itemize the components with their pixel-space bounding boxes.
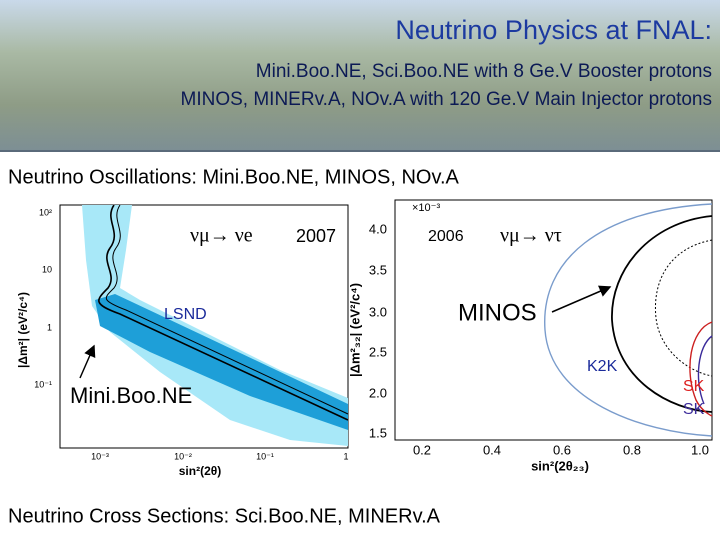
scale-label: ×10⁻³ [412, 202, 440, 214]
contour [611, 215, 713, 413]
tick-label: 3.0 [369, 304, 387, 319]
tick-label: 0.6 [553, 442, 571, 457]
annotation: SK [683, 401, 705, 418]
axis-label: sin²(2θ₂₃) [531, 458, 589, 473]
tick-label: 2.5 [369, 344, 387, 359]
axis-label: |Δm²| (eV²/c⁴) [16, 292, 30, 368]
contour [544, 203, 713, 437]
tick-label: 4.0 [369, 221, 387, 236]
tick-label: 1.0 [691, 442, 709, 457]
annotation: K2K [587, 358, 618, 375]
figure-right: 4.0 3.5 3.0 2.5 2.0 1.5 ×10⁻³ 0.2 0.4 0.… [347, 199, 713, 473]
tick-label: 10⁻² [174, 451, 192, 461]
tick-label: 1.5 [369, 425, 387, 440]
axis-label: sin²(2θ) [179, 464, 222, 478]
tick-label: 10 [42, 264, 52, 274]
annotation: Mini.Boo.NE [70, 383, 192, 408]
slide-title: Neutrino Physics at FNAL: [395, 15, 712, 45]
contour [98, 204, 349, 421]
tick-label: 1 [343, 451, 348, 461]
annotation: νμ→ ντ [500, 225, 562, 247]
annotation: νμ→ νe [190, 225, 253, 247]
tick-label: 3.5 [369, 262, 387, 277]
header-photo [0, 0, 720, 150]
contour [697, 335, 713, 405]
tick-label: 10⁻¹ [34, 379, 52, 389]
annotation: 2007 [296, 226, 336, 246]
section-heading: Neutrino Cross Sections: Sci.Boo.NE, MIN… [8, 505, 441, 527]
arrow [551, 285, 612, 313]
section-heading: Neutrino Oscillations: Mini.Boo.NE, MINO… [8, 166, 460, 188]
tick-label: 10⁻¹ [256, 451, 274, 461]
tick-label: 0.4 [483, 442, 501, 457]
axis-label: |Δm²₃₂| (eV²/c⁴) [347, 283, 362, 377]
subtitle: Mini.Boo.NE, Sci.Boo.NE with 8 Ge.V Boos… [256, 61, 712, 82]
annotation: 2006 [428, 228, 464, 245]
contour [689, 321, 713, 417]
annotation: LSND [164, 306, 207, 323]
figure-left: 10² 10 1 10⁻¹ 10⁻³ 10⁻² 10⁻¹ 1 sin²(2θ) … [16, 204, 349, 478]
tick-label: 10² [39, 207, 52, 217]
annotation: MINOS [458, 299, 537, 326]
tick-label: 1 [47, 322, 52, 332]
tick-label: 0.2 [413, 442, 431, 457]
tick-label: 0.8 [623, 442, 641, 457]
subtitle: MINOS, MINERv.A, NOv.A with 120 Ge.V Mai… [181, 89, 712, 110]
header-rule [0, 150, 720, 152]
tick-label: 2.0 [369, 385, 387, 400]
arrow [79, 344, 96, 379]
tick-label: 10⁻³ [91, 451, 109, 461]
contour [106, 204, 349, 415]
annotation: SK [683, 378, 705, 395]
plot-frame [394, 199, 713, 441]
